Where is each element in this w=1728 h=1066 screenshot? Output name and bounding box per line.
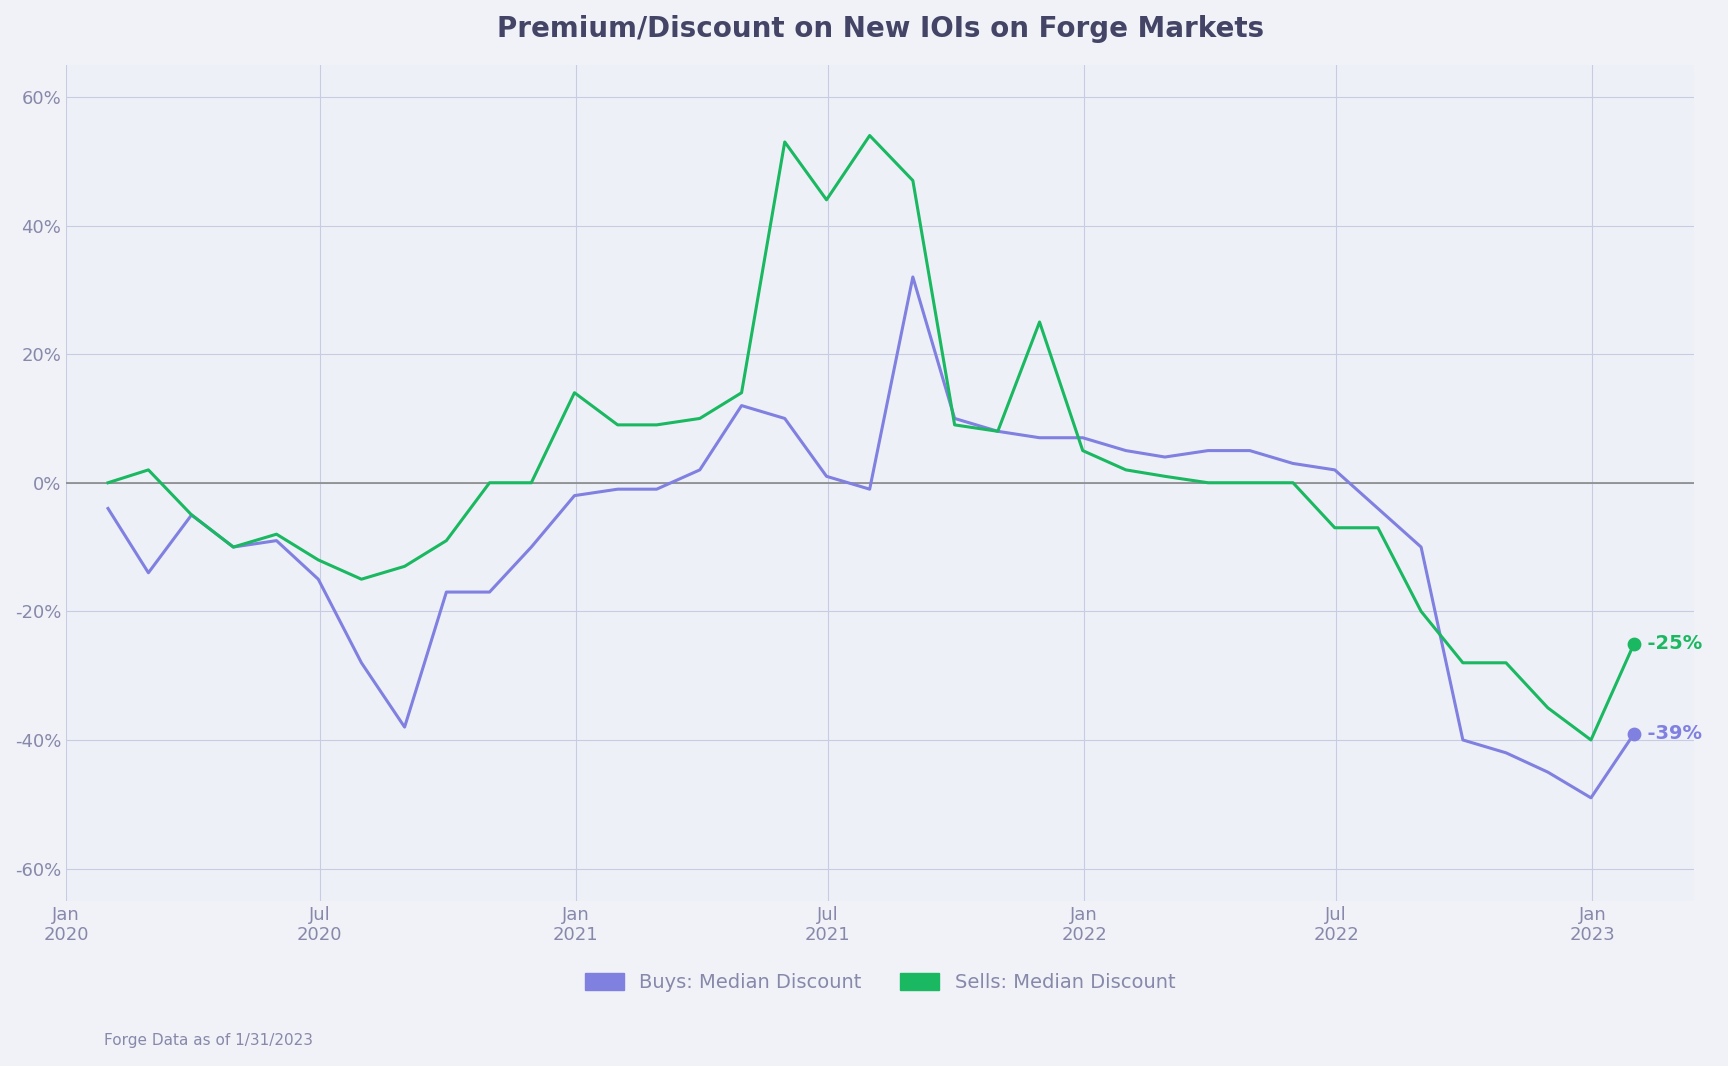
Point: [1621, 725, 1649, 742]
Text: -39%: -39%: [1635, 724, 1702, 743]
Text: -25%: -25%: [1635, 634, 1702, 653]
Point: [1621, 635, 1649, 652]
Title: Premium/Discount on New IOIs on Forge Markets: Premium/Discount on New IOIs on Forge Ma…: [496, 15, 1263, 43]
Legend: Buys: Median Discount, Sells: Median Discount: Buys: Median Discount, Sells: Median Dis…: [577, 965, 1184, 1000]
Text: Forge Data as of 1/31/2023: Forge Data as of 1/31/2023: [104, 1033, 313, 1048]
